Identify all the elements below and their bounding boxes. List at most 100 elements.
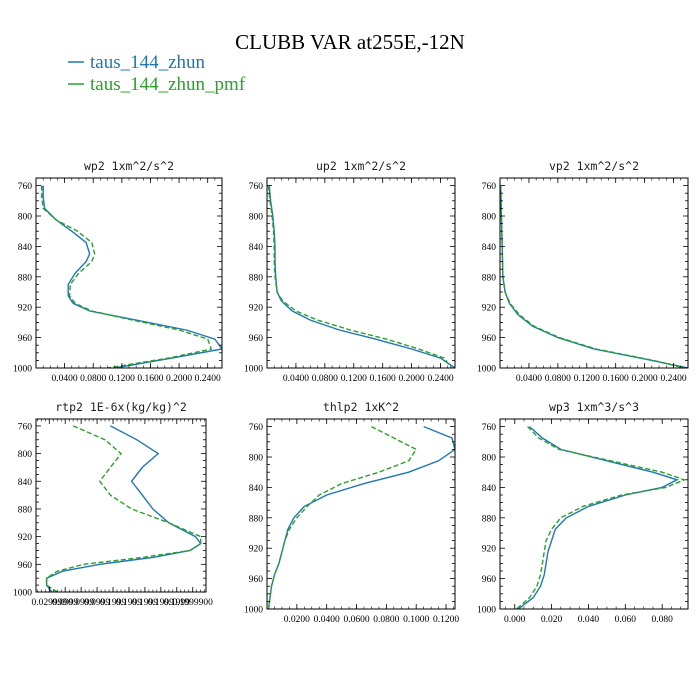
panel-title: up2 1xm^2/s^2 — [316, 159, 406, 173]
x-tick-label: 0.1600 — [137, 374, 163, 384]
x-tick-label: 0.2400 — [195, 374, 221, 384]
y-tick-label: 840 — [249, 243, 264, 253]
y-tick-label: 760 — [249, 182, 264, 192]
x-tick-label: 0.0800 — [80, 374, 106, 384]
x-tick-label: 0.0800 — [373, 615, 399, 625]
series-line-2 — [267, 425, 418, 609]
x-tick-label: 0.0800 — [312, 374, 338, 384]
y-tick-label: 920 — [249, 304, 264, 314]
x-tick-label: 0.0999 — [68, 598, 94, 608]
y-tick-label: 760 — [482, 423, 497, 433]
y-tick-label: 760 — [18, 182, 33, 192]
y-tick-label: 840 — [482, 484, 497, 494]
y-tick-label: 760 — [18, 422, 33, 432]
panel-frame — [35, 418, 207, 593]
chart-panel-4: rtp2 1E-6x(kg/kg)^2 760 800 840 880 920 960 100… — [13, 400, 213, 608]
y-tick-label: 800 — [249, 454, 264, 464]
panel-frame — [499, 177, 689, 369]
x-tick-label: 0.2000 — [632, 374, 658, 384]
y-tick-label: 960 — [482, 334, 497, 344]
y-tick-label: 880 — [249, 273, 264, 283]
series-line-2 — [500, 185, 685, 368]
panel-frame — [499, 418, 689, 610]
x-tick-label: 0.1200 — [433, 615, 459, 625]
y-tick-label: 920 — [482, 545, 497, 555]
x-tick-label: 0.0400 — [516, 374, 542, 384]
x-tick-label: 0.1999 — [148, 598, 174, 608]
x-tick-label: 0.1999 — [164, 598, 190, 608]
panel-frame — [266, 177, 456, 369]
chart-panel-3: vp2 1xm^2/s^2 760 800 840 880 920 960 1000 0.040… — [477, 159, 689, 384]
y-tick-label: 840 — [18, 243, 33, 253]
x-tick-label: 0.1600 — [603, 374, 629, 384]
panel-title: vp2 1xm^2/s^2 — [549, 159, 639, 173]
y-tick-label: 960 — [18, 334, 33, 344]
y-tick-label: 800 — [18, 213, 33, 223]
x-tick-label: 0.1200 — [109, 374, 135, 384]
chart-panel-6: wp3 1xm^3/s^3 760 800 840 880 920 960 1000 0.000… — [477, 400, 689, 625]
x-tick-label: 0.0400 — [52, 374, 78, 384]
series-line-1 — [42, 185, 222, 368]
chart-panel-5: thlp2 1xK^2 760 800 840 880 920 960 1000 0.0200 0… — [244, 400, 459, 625]
chart-panels: wp2 1xm^2/s^2 760 800 840 880 920 960 1000 0.040… — [13, 159, 689, 625]
x-tick-label: 0.1999 — [132, 598, 158, 608]
x-tick-label: 0.040 — [578, 615, 600, 625]
y-tick-label: 800 — [482, 454, 497, 464]
chart-panel-1: wp2 1xm^2/s^2 760 800 840 880 920 960 1000 0.040… — [13, 159, 223, 384]
y-tick-label: 1000 — [477, 606, 496, 616]
x-tick-label: 0.0999 — [52, 598, 78, 608]
y-tick-label: 920 — [18, 304, 33, 314]
x-tick-label: 0.1200 — [574, 374, 600, 384]
series-line-1 — [45, 425, 202, 592]
x-tick-label: 0.2400 — [660, 374, 686, 384]
series-line-1 — [268, 185, 455, 368]
x-tick-label: 0.1200 — [341, 374, 367, 384]
y-tick-label: 920 — [249, 545, 264, 555]
y-tick-label: 960 — [482, 575, 497, 585]
y-tick-label: 920 — [482, 304, 497, 314]
chart-panel-2: up2 1xm^2/s^2 760 800 840 880 920 960 1000 0.040… — [244, 159, 456, 384]
y-tick-label: 760 — [249, 423, 264, 433]
y-tick-label: 800 — [249, 213, 264, 223]
panel-frame — [266, 418, 456, 610]
panel-title: wp3 1xm^3/s^3 — [549, 400, 639, 414]
series-line-2 — [41, 185, 213, 368]
y-tick-label: 880 — [18, 273, 33, 283]
y-tick-label: 960 — [249, 575, 264, 585]
series-line-2 — [516, 426, 687, 609]
legend-label-1: taus_144_zhun — [90, 52, 206, 73]
x-tick-label: 0.0400 — [314, 615, 340, 625]
y-tick-label: 880 — [482, 273, 497, 283]
legend-label-2: taus_144_zhun_pmf — [90, 74, 246, 95]
y-tick-label: 800 — [482, 213, 497, 223]
y-tick-label: 960 — [18, 561, 33, 571]
x-tick-label: 0.0200 — [284, 615, 310, 625]
y-tick-label: 960 — [249, 334, 264, 344]
x-tick-label: 0.1999 — [116, 598, 142, 608]
x-tick-label: 0.029999 — [31, 598, 67, 608]
x-tick-label: 0.2000 — [166, 374, 192, 384]
series-line-1 — [500, 185, 688, 368]
y-tick-label: 800 — [18, 450, 33, 460]
y-tick-label: 880 — [18, 505, 33, 515]
y-tick-label: 840 — [18, 478, 33, 488]
x-tick-label: 0.020 — [541, 615, 563, 625]
x-tick-label: 0.0400 — [283, 374, 309, 384]
y-tick-label: 1000 — [244, 365, 263, 375]
series-line-2 — [267, 185, 452, 368]
x-tick-label: 0.000 — [504, 615, 526, 625]
figure-title: CLUBB VAR at255E,-12N — [235, 30, 465, 54]
panel-frame — [35, 177, 223, 369]
x-tick-label: 0.0999 — [84, 598, 110, 608]
x-tick-label: 0.1600 — [370, 374, 396, 384]
y-tick-label: 760 — [482, 182, 497, 192]
x-tick-label: 0.1999 — [100, 598, 126, 608]
y-tick-label: 1000 — [13, 365, 32, 375]
y-tick-label: 1000 — [477, 365, 496, 375]
legend: taus_144_zhun taus_144_zhun_pmf — [68, 52, 246, 95]
y-tick-label: 840 — [249, 484, 264, 494]
y-tick-label: 880 — [249, 514, 264, 524]
x-tick-label: 0.2000 — [399, 374, 425, 384]
x-tick-label: 0.1000 — [403, 615, 429, 625]
